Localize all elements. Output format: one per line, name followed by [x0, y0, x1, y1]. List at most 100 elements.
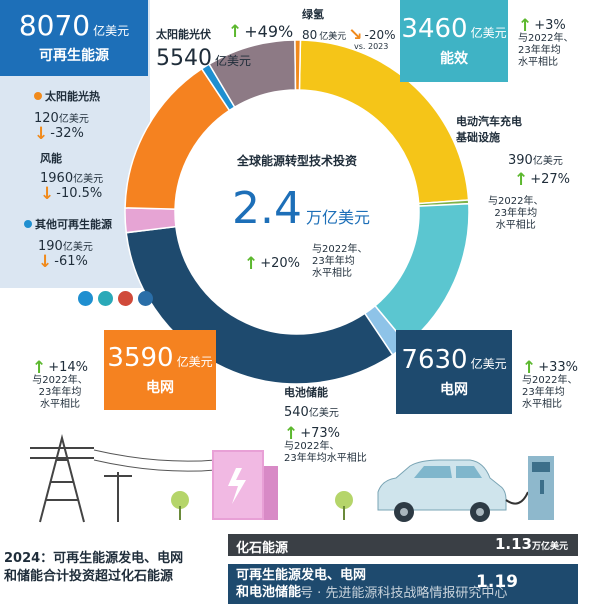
other-renew-label: 其他可再生能源 [35, 218, 112, 231]
efficiency-unit: 亿美元 [470, 26, 507, 40]
efficiency-change-block: ↑ +3% 与2022年、 23年年均 水平相比 [518, 15, 574, 69]
ev-note-1: 与2022年、 [488, 196, 544, 207]
solar-pv-change: ↑ +49% [228, 22, 293, 41]
fossil-unit: 万亿美元 [531, 542, 568, 552]
grid-left-note-2: 23年年均 [38, 387, 82, 398]
efficiency-value: 3460 [401, 14, 468, 44]
wind-value: 1960 [40, 171, 74, 186]
ev-label-block: 电动汽车充电 基础设施 [456, 113, 522, 145]
center-note-1: 与2022年、 [312, 244, 368, 255]
solar-pv-value: 5540 [156, 46, 212, 71]
ev-change: +27% [530, 172, 571, 187]
ev-value-block: 390亿美元 ↑ +27% [508, 152, 571, 190]
charging-station-icon [528, 456, 554, 520]
battery-storage-icon [212, 450, 278, 520]
renewables-bar-label-1: 可再生能源发电、电网 [236, 568, 367, 583]
center-value-block: 2.4 万亿美元 [232, 185, 370, 233]
fossil-value-block: 1.13万亿美元 [495, 535, 568, 553]
other-renew-value: 190 [38, 239, 63, 254]
green-h2-change: -20% [364, 28, 396, 42]
illustration [30, 434, 554, 523]
arrow-down-icon: ↓ [38, 251, 53, 272]
efficiency-label: 能效 [440, 51, 468, 67]
efficiency-change: +3% [534, 18, 566, 33]
solar-thermal-change: -32% [50, 126, 84, 141]
bottom-headline-1: 2024：可再生能源发电、电网 [4, 551, 184, 566]
donut-slice [294, 39, 302, 91]
car-icon [377, 459, 507, 522]
ev-label-2: 基础设施 [456, 131, 500, 144]
center-change: ↑ +20% [244, 255, 300, 272]
arrow-up-icon: ↑ [518, 15, 533, 36]
grid-left-box: 3590 亿美元 电网 [104, 330, 216, 410]
renewables-bar-value: 1.19 [476, 572, 518, 592]
water-icon [78, 291, 93, 306]
green-h2-value: 80 [302, 28, 318, 42]
fossil-bar: 化石能源 1.13万亿美元 [228, 534, 578, 556]
ev-value: 390 [508, 153, 533, 168]
ev-label-1: 电动汽车充电 [456, 115, 522, 128]
arrow-up-icon: ↑ [228, 21, 243, 42]
battery-unit: 亿美元 [308, 408, 339, 419]
battery-label: 电池储能 [284, 386, 328, 399]
arrow-down-icon: ↓ [34, 123, 49, 144]
renewables-bar-label: 可再生能源发电、电网 和电池储能 [236, 567, 366, 601]
center-note-2: 23年年均 [312, 256, 355, 267]
renewables-unit: 亿美元 [93, 24, 130, 38]
renewables-bar-label-2: 和电池储能 [236, 585, 302, 600]
other-renew-dot-icon [24, 220, 32, 228]
arrow-up-icon: ↑ [284, 423, 299, 444]
green-h2-label: 绿氢 [302, 8, 324, 21]
wind-block: 风能 1960亿美元 ↓ -10.5% [40, 150, 103, 204]
arrow-down-icon: ↓ [40, 183, 55, 204]
bottom-headline: 2024：可再生能源发电、电网 和储能合计投资超过化石能源 [4, 550, 183, 586]
bottom-headline-2: 和储能合计投资超过化石能源 [4, 569, 174, 584]
solar-thermal-label: 太阳能光热 [45, 90, 100, 103]
utility-pole-icon [104, 472, 132, 522]
green-h2-block: 绿氢 80 亿美元 ↘ -20% vs. 2023 [302, 6, 396, 51]
grid-right-box: 7630 亿美元 电网 [396, 330, 512, 414]
arrow-down-icon: ↘ [348, 25, 363, 45]
grid-right-label: 电网 [440, 382, 468, 398]
center-unit: 万亿美元 [305, 208, 370, 227]
other-renew-unit: 亿美元 [62, 242, 93, 253]
other-renew-change: -61% [54, 254, 88, 269]
battery-block: 电池储能 540亿美元 ↑ +73% 与2022年、 23年年均水平相比 [284, 384, 367, 465]
ev-note-block: 与2022年、 23年年均 水平相比 [488, 196, 543, 232]
grid-right-change-block: ↑ +33% 与2022年、 23年年均 水平相比 [522, 357, 578, 411]
wind-label: 风能 [40, 152, 62, 165]
green-h2-note: vs. 2023 [354, 42, 389, 51]
arrow-up-icon: ↑ [514, 169, 529, 190]
efficiency-box: 3460 亿美元 能效 [400, 0, 508, 82]
center-note-block: 与2022年、 23年年均 水平相比 [312, 244, 367, 280]
watermark: 号 · 先进能源科技战略情报研究中心 [300, 586, 508, 601]
ev-note-3: 水平相比 [495, 220, 536, 231]
grid-right-note-1: 与2022年、 [522, 375, 578, 386]
battery-note-1: 与2022年、 [284, 441, 340, 452]
battery-note-2: 23年年均水平相比 [284, 453, 367, 464]
wind-change: -10.5% [56, 186, 103, 201]
arrow-up-icon: ↑ [522, 357, 537, 378]
grid-right-unit: 亿美元 [470, 357, 507, 371]
efficiency-note-3: 水平相比 [518, 57, 558, 68]
donut-center [175, 90, 419, 334]
battery-value: 540 [284, 405, 309, 420]
battery-change: +73% [300, 426, 341, 441]
center-note-3: 水平相比 [312, 268, 352, 279]
grid-left-note-3: 水平相比 [40, 399, 81, 410]
drop-icon [98, 291, 113, 306]
fossil-label: 化石能源 [236, 541, 289, 556]
solar-thermal-value: 120 [34, 111, 59, 126]
grid-left-label: 电网 [146, 380, 174, 396]
solar-thermal-unit: 亿美元 [58, 114, 89, 125]
efficiency-note-1: 与2022年、 [518, 33, 574, 44]
tree-icon [171, 491, 189, 520]
fossil-value: 1.13 [494, 535, 532, 553]
renewables-box: 8070 亿美元 可再生能源 [0, 0, 148, 76]
charging-cable [505, 491, 529, 505]
center-block: 全球能源转型技术投资 [210, 152, 384, 169]
renewables-bar: 可再生能源发电、电网 和电池储能 1.19 [228, 564, 578, 604]
other-renew-block: 其他可再生能源 190亿美元 ↓ -61% [24, 216, 112, 272]
fire-icon [118, 291, 133, 306]
center-value: 2.4 [232, 183, 302, 234]
